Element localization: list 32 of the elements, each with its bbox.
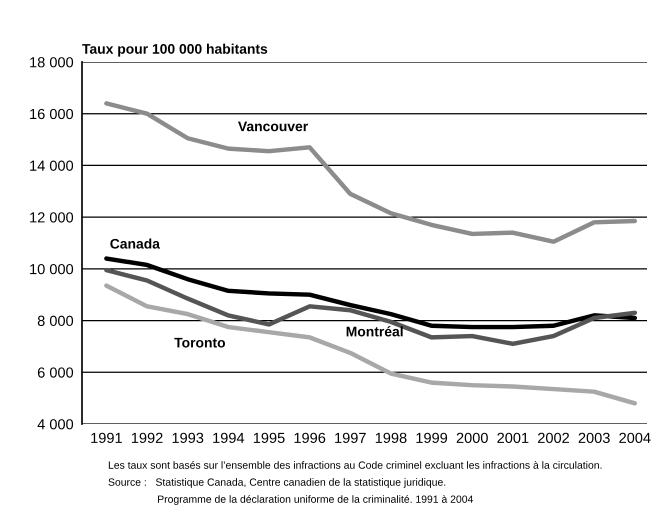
x-tick-label: 1991 (91, 432, 122, 444)
y-tick-label: 16 000 (30, 108, 74, 120)
x-tick-label: 2000 (456, 432, 488, 444)
series-label: Vancouver (238, 122, 308, 132)
text: Les taux sont basés sur l’ensemble des infractions au Code criminel excluant les infractions à la circulation. (108, 461, 602, 469)
line-series (104, 268, 638, 346)
y-tick-label: 18 000 (30, 57, 74, 68)
y-tick-label: 12 000 (30, 212, 74, 223)
y-tick-label: 14 000 (30, 160, 74, 171)
x-tick-label: 1995 (254, 432, 285, 444)
y-tick-label: 8 000 (38, 316, 74, 326)
x-tick-label: 2004 (619, 432, 651, 444)
x-tick-label: 1994 (213, 432, 244, 444)
y-tick-label: 10 000 (30, 264, 74, 274)
x-tick-label: 1999 (416, 432, 448, 444)
series-label: Montréal (346, 326, 403, 336)
x-tick-label: 1993 (172, 432, 204, 444)
y-axis-title: Taux pour 100 000 habitants (82, 44, 268, 57)
y-tick-label: 4 000 (38, 419, 74, 430)
x-tick-label: 2001 (497, 432, 528, 444)
x-tick-label: 1997 (335, 432, 366, 444)
x-tick-label: 1992 (132, 432, 163, 444)
line-series (104, 283, 638, 406)
x-tick-label: 1998 (376, 432, 407, 444)
x-tick-label: 2003 (578, 432, 610, 444)
source-note: Source : Statistique Canada, Centre canadien de la statistique juridique. (108, 478, 446, 488)
x-tick-label: 2002 (538, 432, 569, 444)
y-tick-label: 6 000 (38, 367, 74, 378)
text: Programme de la déclaration uniforme de la criminalité. 1991 à 2004 (158, 495, 474, 505)
series-label: Canada (110, 238, 160, 249)
series-label: Toronto (174, 338, 226, 348)
x-tick-label: 1996 (294, 432, 326, 444)
